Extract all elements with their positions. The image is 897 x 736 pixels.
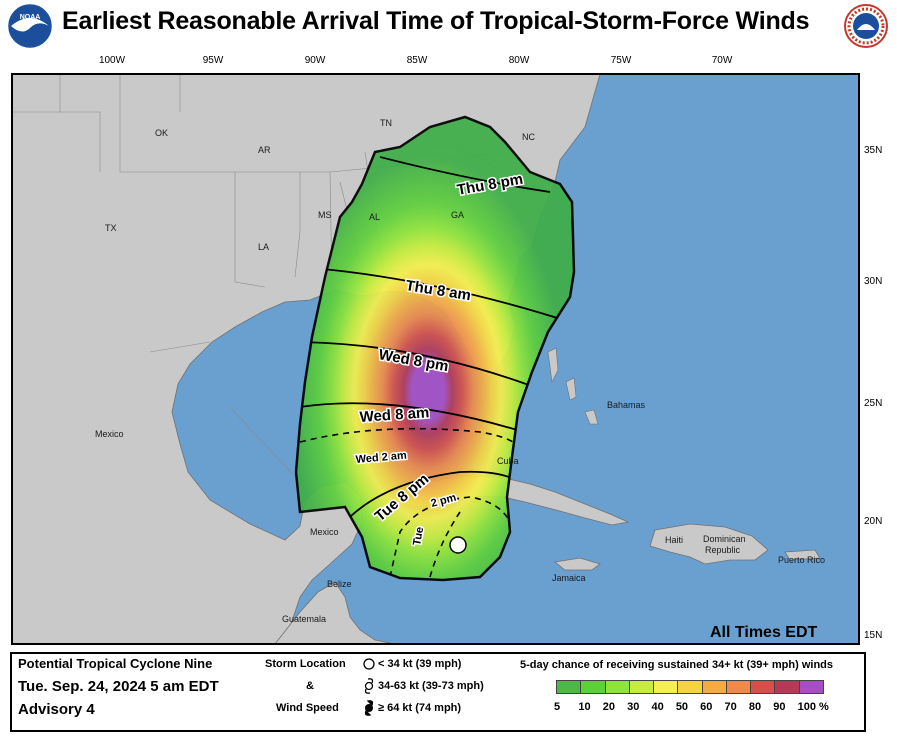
advisory-number: Advisory 4 [18,701,95,718]
scale-label: 90 [773,701,786,713]
scale-label: 60 [700,701,713,713]
land-jamaica [554,557,601,571]
hurricane-icon [364,700,374,716]
storm-name: Potential Tropical Cyclone Nine [18,656,213,671]
scale-swatch [751,680,776,694]
scale-label: 20 [602,701,615,713]
probability-title: 5-day chance of receiving sustained 34+ … [520,659,833,671]
lat-label-25n: 25N [864,398,882,409]
label-bahamas: Bahamas [607,400,646,410]
scale-label: 50 [675,701,689,713]
probability-scale-labels: 5 10 20 30 40 50 60 70 80 90 100 % [554,701,856,717]
ampersand-label: & [306,680,314,692]
scale-label: 100 % [797,701,829,713]
label-nc: NC [522,132,535,142]
lat-label-35n: 35N [864,145,882,156]
label-jamaica: Jamaica [552,573,586,583]
map-frame [11,73,860,645]
label-la: LA [258,242,269,252]
storm-location-label: Storm Location [265,658,346,670]
svg-text:NOAA: NOAA [20,14,41,21]
scale-swatch [678,680,703,694]
scale-label: 70 [724,701,737,713]
lon-label-90w: 90W [305,55,326,66]
scale-swatch [726,680,752,694]
storm-location-marker [449,536,467,554]
wind-item-weak: < 34 kt (39 mph) [378,658,462,670]
label-republic: Republic [705,545,741,555]
weak-storm-icon [363,658,375,670]
label-mexico-north: Mexico [95,429,124,439]
nws-logo [844,4,888,48]
lon-label-70w: 70W [712,55,733,66]
scale-swatch [581,680,606,694]
scale-swatch [775,680,800,694]
label-ok: OK [155,128,168,138]
scale-swatch [654,680,679,694]
legend: Potential Tropical Cyclone Nine Tue. Sep… [0,650,897,736]
scale-swatch [799,680,824,694]
scale-label: 40 [651,701,664,713]
lon-label-85w: 85W [407,55,428,66]
label-tx: TX [105,223,117,233]
lat-label-20n: 20N [864,516,882,527]
label-belize: Belize [327,579,352,589]
label-ar: AR [258,145,271,155]
lon-label-95w: 95W [203,55,224,66]
page-title: Earliest Reasonable Arrival Time of Trop… [62,7,810,35]
scale-swatch [702,680,727,694]
wind-speed-label: Wind Speed [276,702,339,714]
lon-label-100w: 100W [99,55,126,66]
label-cuba: Cuba [497,456,519,466]
land-puerto-rico [784,549,821,561]
noaa-logo: NOAA [8,4,52,48]
lat-label-30n: 30N [864,276,882,287]
probability-color-scale [556,680,824,694]
wind-item-tropical-storm: 34-63 kt (39-73 mph) [378,680,484,692]
label-haiti: Haiti [665,535,683,545]
lat-label-15n: 15N [864,630,882,641]
land-bahamas [547,347,599,425]
label-puerto-rico: Puerto Rico [778,555,825,565]
label-ga: GA [451,210,464,220]
time-label-tue: Tue [411,526,426,547]
scale-label: 30 [627,701,640,713]
label-ms: MS [318,210,332,220]
header: NOAA Earliest Reasonable Arrival Time of… [0,0,897,52]
probability-cone [294,115,576,582]
lon-label-80w: 80W [509,55,530,66]
land-hispaniola [649,523,769,565]
tropical-storm-icon [364,678,374,694]
scale-swatch [629,680,655,694]
wind-symbols [363,658,375,716]
label-guatemala: Guatemala [282,614,326,624]
advisory-datetime: Tue. Sep. 24, 2024 5 am EDT [18,678,219,695]
all-times-label: All Times EDT [710,624,818,641]
time-contours [299,156,571,578]
label-dominican: Dominican [703,534,746,544]
lon-label-75w: 75W [611,55,632,66]
scale-label: 10 [578,701,591,713]
wind-item-hurricane: ≥ 64 kt (74 mph) [378,702,462,714]
scale-label: 80 [748,701,762,713]
map: OK AR TN NC MS AL GA TX LA Mexico Mexico… [0,52,897,650]
scale-label: 5 [554,701,561,713]
label-tn: TN [380,118,392,128]
scale-swatch [556,680,582,694]
label-al: AL [369,212,380,222]
land-central-america [274,581,396,644]
label-mexico-south: Mexico [310,527,339,537]
scale-swatch [605,680,630,694]
